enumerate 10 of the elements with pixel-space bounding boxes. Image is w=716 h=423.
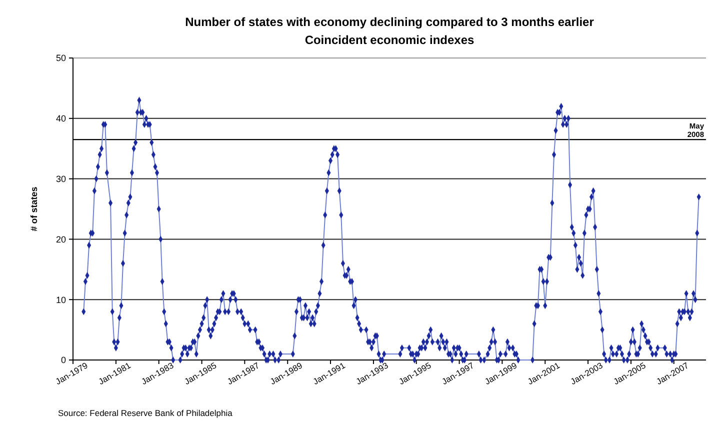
y-tick-label: 40 (56, 114, 66, 124)
y-axis-title: # of states (29, 186, 39, 232)
y-tick-label: 10 (56, 294, 66, 305)
source-note: Source: Federal Reserve Bank of Philadelphia (58, 408, 233, 418)
chart-title: Number of states with economy declining compared to 3 months earlier (185, 15, 594, 29)
y-tick-label: 50 (56, 53, 66, 64)
y-tick-label: 30 (56, 174, 66, 184)
y-tick-label: 0 (60, 355, 66, 366)
y-tick-label: 20 (56, 234, 66, 244)
chart-subtitle: Coincident economic indexes (304, 33, 475, 47)
